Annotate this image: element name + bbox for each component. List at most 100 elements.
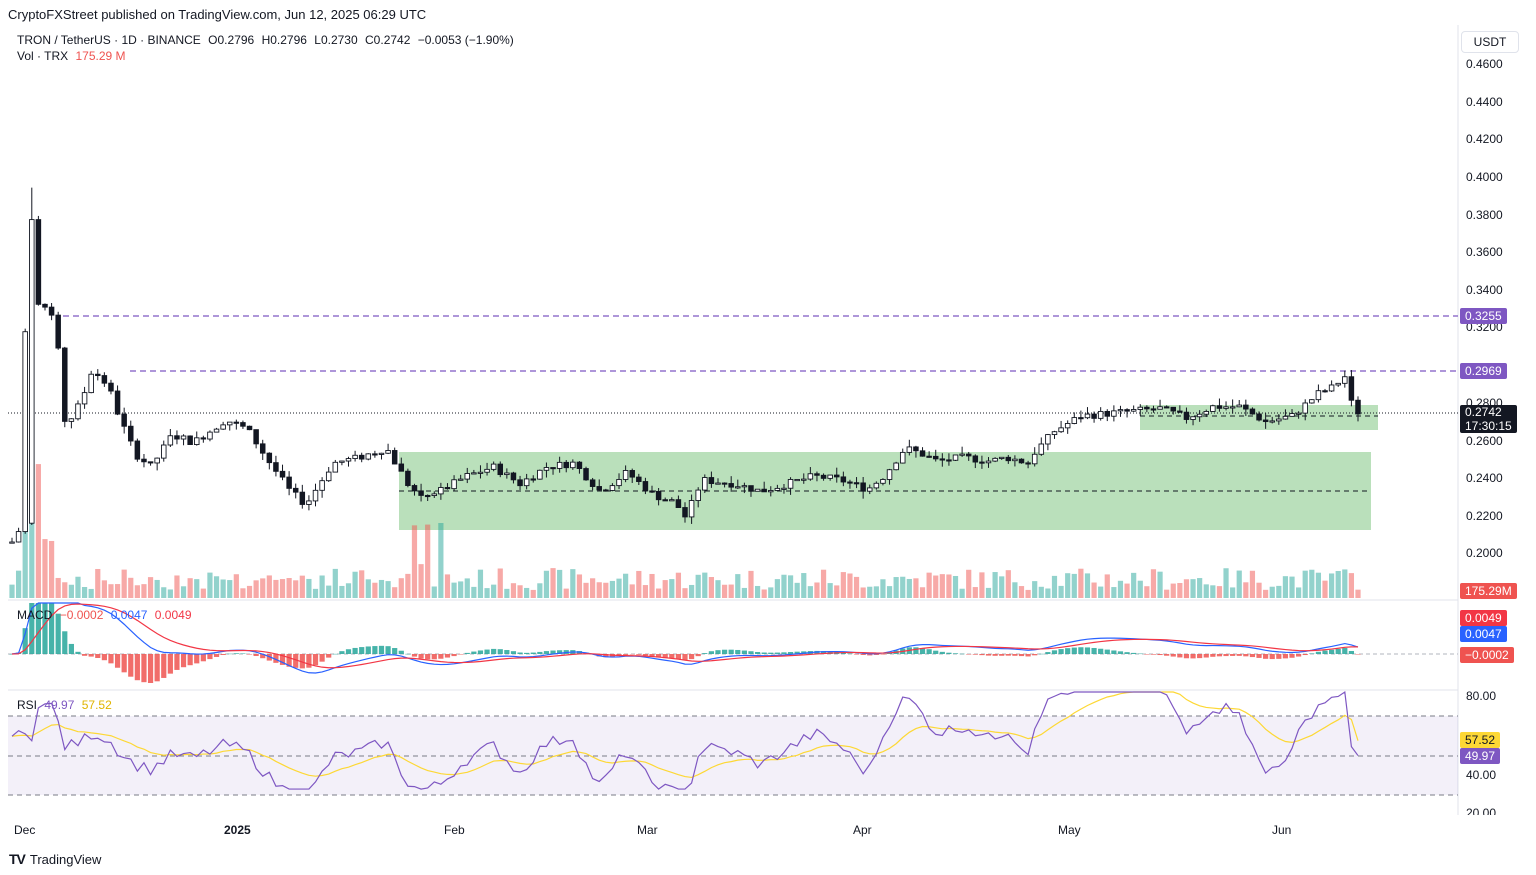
- volume-bar: [1137, 580, 1143, 598]
- macd-hist-bar: [42, 603, 48, 654]
- volume-label[interactable]: Vol · TRX: [17, 49, 69, 63]
- volume-bar: [623, 573, 629, 598]
- macd-hist-bar: [1342, 647, 1348, 654]
- time-tick: Dec: [14, 823, 36, 837]
- candle-body: [1144, 406, 1150, 410]
- volume-bar: [1289, 576, 1295, 598]
- candle-body: [457, 478, 464, 481]
- time-tick: Mar: [637, 823, 658, 837]
- candle-body: [167, 435, 174, 446]
- candle-body: [1117, 409, 1124, 412]
- rsi-label[interactable]: RSI: [17, 698, 38, 712]
- candle-body: [1058, 427, 1064, 433]
- volume-bars: [9, 453, 1361, 598]
- volume-bar: [880, 579, 886, 598]
- macd-hist-bar: [603, 654, 609, 658]
- macd-hist-bar: [147, 654, 154, 684]
- candle-body: [728, 483, 734, 488]
- volume-bar: [359, 570, 365, 598]
- currency-button[interactable]: USDT: [1461, 31, 1519, 53]
- macd-hist-bar: [273, 654, 279, 663]
- volume-bar: [392, 587, 398, 598]
- macd-hist-bar: [1025, 654, 1031, 657]
- candle-body: [1282, 415, 1289, 420]
- macd-hist-bar: [656, 654, 662, 658]
- macd-hist-bar: [1223, 654, 1229, 657]
- volume-bar: [1263, 589, 1269, 598]
- volume-bar: [524, 587, 530, 598]
- macd-hist-bar: [1038, 653, 1044, 655]
- candle-body: [253, 429, 259, 445]
- volume-bar: [471, 586, 477, 598]
- macd-hist-bar: [939, 651, 945, 654]
- candle-body: [1177, 410, 1183, 413]
- tradingview-logo-text: TradingView: [29, 851, 102, 867]
- candle-body: [319, 480, 325, 491]
- candle-body: [932, 455, 939, 460]
- volume-bar: [167, 589, 173, 598]
- macd-hist-bar: [88, 654, 94, 657]
- candle-body: [365, 453, 372, 460]
- macd-hist-bar: [22, 628, 28, 654]
- volume-bar: [761, 589, 767, 598]
- tradingview-logo[interactable]: TV TradingView: [9, 851, 101, 867]
- candle-body: [781, 487, 787, 490]
- macd-hist-bar: [431, 654, 437, 660]
- candle-body: [642, 481, 649, 492]
- macd-hist-bar: [880, 654, 886, 655]
- candle-body: [530, 478, 536, 481]
- candle-body: [207, 431, 213, 440]
- candle-body: [715, 482, 721, 485]
- macd-hist-bar: [702, 653, 708, 654]
- candle-body: [299, 491, 306, 505]
- price-tick: 0.4200: [1466, 132, 1503, 146]
- volume-bar: [444, 574, 451, 598]
- macd-hist-value: −0.0002: [59, 608, 104, 622]
- candle-body: [741, 485, 748, 488]
- candle-body: [81, 392, 88, 405]
- volume-bar: [656, 588, 662, 598]
- volume-bar: [603, 582, 609, 598]
- volume-bar: [1131, 572, 1137, 598]
- candle-body: [1249, 408, 1256, 415]
- macd-hist-bar: [352, 647, 358, 654]
- candle-body: [1229, 406, 1236, 409]
- candle-body: [965, 453, 972, 457]
- candle-body: [801, 478, 807, 481]
- volume-bar: [1117, 580, 1124, 598]
- macd-hist-bar: [933, 650, 939, 654]
- macd-hist-bar: [675, 654, 682, 660]
- macd-hist-bar: [246, 654, 253, 655]
- candle-body: [768, 490, 774, 493]
- pair-label[interactable]: TRON / TetherUS · 1D · BINANCE: [17, 33, 201, 47]
- volume-bar: [900, 576, 906, 598]
- volume-bar: [484, 588, 490, 598]
- volume-bar: [405, 573, 411, 598]
- macd-label[interactable]: MACD: [17, 608, 53, 622]
- volume-bar: [200, 588, 206, 598]
- candle-body: [1236, 404, 1242, 408]
- macd-hist-bar: [992, 654, 998, 656]
- candle-body: [1150, 408, 1157, 411]
- candle-body: [128, 425, 134, 442]
- candle-body: [979, 461, 985, 464]
- volume-bar: [497, 568, 503, 598]
- volume-bar: [372, 582, 378, 598]
- price-tick: 0.4400: [1466, 95, 1503, 109]
- candle-body: [695, 489, 701, 501]
- candle-body: [451, 479, 457, 490]
- volume-bar: [972, 587, 978, 598]
- candle-body: [497, 463, 504, 476]
- candle-body: [939, 458, 946, 461]
- volume-bar: [108, 584, 114, 598]
- price-tick: 0.3800: [1466, 208, 1503, 222]
- macd-hist-bar: [161, 654, 167, 678]
- volume-bar: [438, 523, 444, 598]
- candle-body: [708, 477, 715, 485]
- macd-hist-bar: [95, 654, 101, 658]
- macd-hist-bar: [121, 654, 127, 673]
- volume-bar: [966, 569, 972, 598]
- macd-hist-bar: [1018, 654, 1025, 657]
- rsi-line: [11, 690, 1359, 790]
